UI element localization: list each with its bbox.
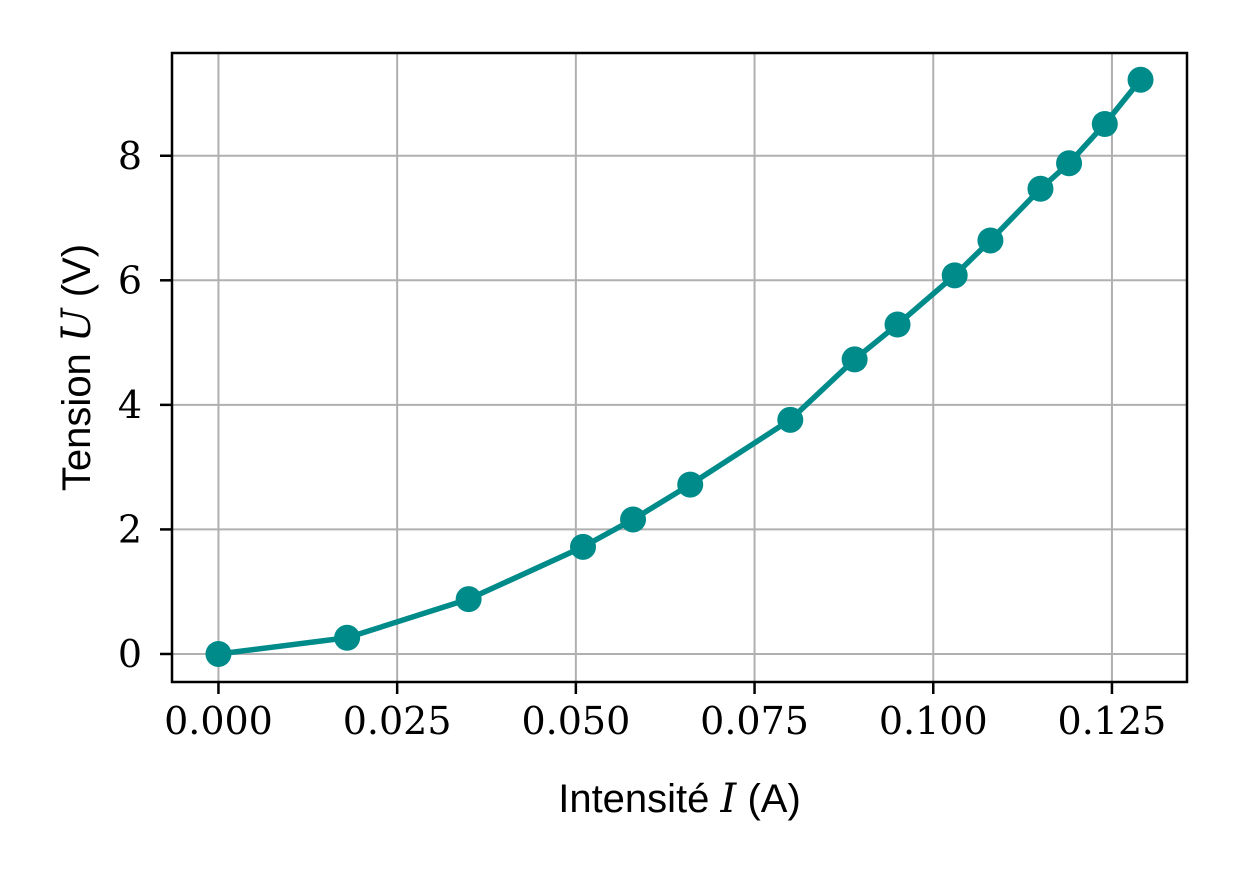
data-point <box>570 533 597 560</box>
y-tick-label: 4 <box>118 383 142 427</box>
y-tick-label: 0 <box>118 632 142 676</box>
data-point <box>677 471 704 498</box>
grid <box>172 53 1187 682</box>
x-tick-label: 0.100 <box>879 699 988 743</box>
x-tick-label: 0.075 <box>700 699 809 743</box>
data-point <box>1056 150 1083 177</box>
data-point <box>977 227 1004 254</box>
x-tick-label: 0.050 <box>521 699 630 743</box>
x-tick-label: 0.125 <box>1058 699 1167 743</box>
series-layer <box>205 66 1154 667</box>
series-line <box>218 78 1143 657</box>
data-point <box>620 506 647 533</box>
data-point <box>1091 110 1118 137</box>
y-tick-label: 8 <box>118 134 142 178</box>
y-tick-label: 6 <box>118 258 142 302</box>
y-tick-label: 2 <box>118 507 142 551</box>
plot-frame <box>170 51 1189 684</box>
ticks: 0.000 0.025 0.050 0.075 0.100 0.125 0 2 4 6 8 <box>118 134 1167 743</box>
data-point <box>455 586 482 613</box>
x-tick-label: 0.025 <box>343 699 452 743</box>
x-axis-label: Intensité I (A) <box>558 776 801 822</box>
x-tick-label: 0.000 <box>164 699 273 743</box>
data-point <box>884 311 911 338</box>
data-point <box>941 262 968 289</box>
data-point <box>1027 175 1054 202</box>
data-point <box>334 624 361 651</box>
data-point <box>205 640 232 667</box>
data-point <box>777 406 804 433</box>
data-point <box>1127 66 1154 93</box>
data-point <box>841 346 868 373</box>
y-axis-label: Tension U (V) <box>54 244 100 491</box>
